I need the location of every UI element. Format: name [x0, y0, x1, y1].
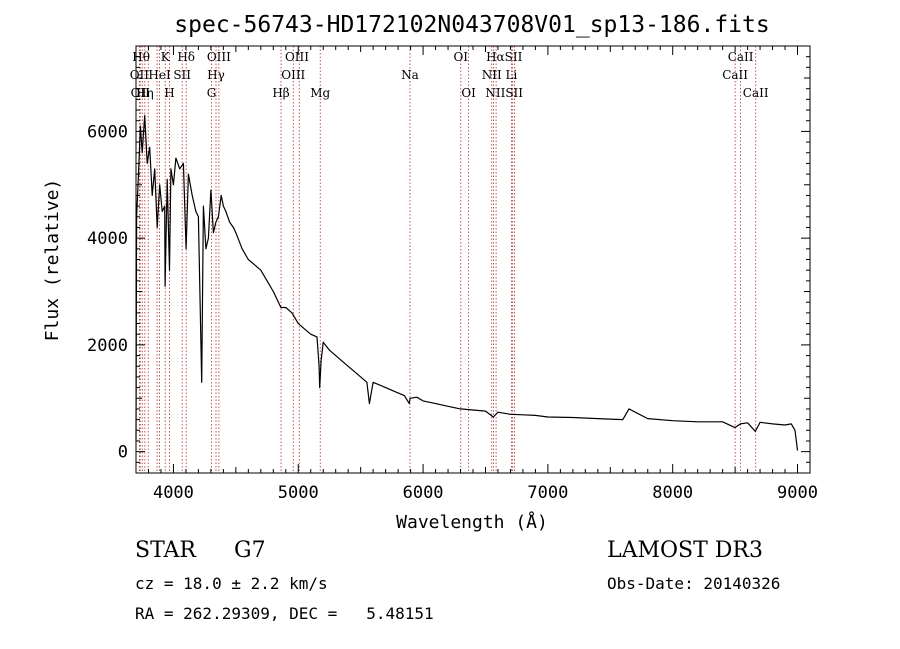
line-label: OIII [285, 50, 309, 64]
line-label: Li [506, 68, 518, 82]
x-tick-label: 8000 [652, 483, 693, 503]
plot-frame [135, 45, 811, 474]
line-label: HαSII [486, 50, 523, 64]
x-tick-label: 5000 [278, 483, 319, 503]
spectral-line-markers [138, 46, 757, 473]
line-label: Hη [136, 86, 154, 100]
spectral-class: G7 [234, 538, 266, 563]
y-tick-label: 6000 [87, 122, 128, 142]
chart-title: spec-56743-HD172102N043708V01_sp13-186.f… [174, 12, 769, 38]
y-tick-label: 4000 [87, 229, 128, 249]
y-axis-ticks: 0 2000 4000 6000 [87, 45, 810, 474]
observation-date: Obs-Date: 20140326 [607, 574, 781, 593]
object-classification: STAR G7 [135, 538, 266, 563]
y-tick-label: 0 [118, 443, 128, 463]
line-label: Hγ [207, 68, 225, 82]
y-axis-label: Flux (relative) [42, 179, 63, 342]
x-axis-label: Wavelength (Å) [396, 511, 548, 533]
line-label: OIII [207, 50, 231, 64]
line-label: OI [453, 50, 468, 64]
object-type: STAR [135, 538, 196, 563]
x-tick-label: 9000 [777, 483, 818, 503]
x-tick-label: 7000 [527, 483, 568, 503]
line-label: CaII [728, 50, 754, 64]
redshift-readout: cz = 18.0 ± 2.2 km/s [135, 574, 328, 593]
line-label: NIISII [485, 86, 523, 100]
survey-name: LAMOST DR3 [607, 538, 763, 563]
spectrum-line [135, 114, 799, 451]
line-label: OII [131, 86, 151, 100]
x-tick-label: 6000 [403, 483, 444, 503]
x-tick-label: 4000 [153, 483, 194, 503]
line-label: Mg [310, 86, 330, 100]
coordinates-readout: RA = 262.29309, DEC = 5.48151 [135, 604, 434, 623]
x-axis-ticks: 4000 5000 6000 7000 8000 9000 [135, 46, 818, 503]
line-label: CaII [722, 68, 748, 82]
line-label: G [207, 86, 217, 100]
line-label: OII [130, 68, 150, 82]
line-label: Na [401, 68, 419, 82]
line-label: H [164, 86, 174, 100]
y-tick-label: 2000 [87, 336, 128, 356]
line-label: Hδ [177, 50, 195, 64]
line-label: SII [173, 68, 191, 82]
line-label: K [161, 50, 171, 64]
line-label: OIII [281, 68, 305, 82]
line-label: NII [482, 68, 502, 82]
line-label: HeI [148, 68, 171, 82]
line-label: OI [461, 86, 476, 100]
line-label: Hβ [272, 86, 289, 100]
line-label: CaII [743, 86, 769, 100]
line-label: Hθ [132, 50, 150, 64]
